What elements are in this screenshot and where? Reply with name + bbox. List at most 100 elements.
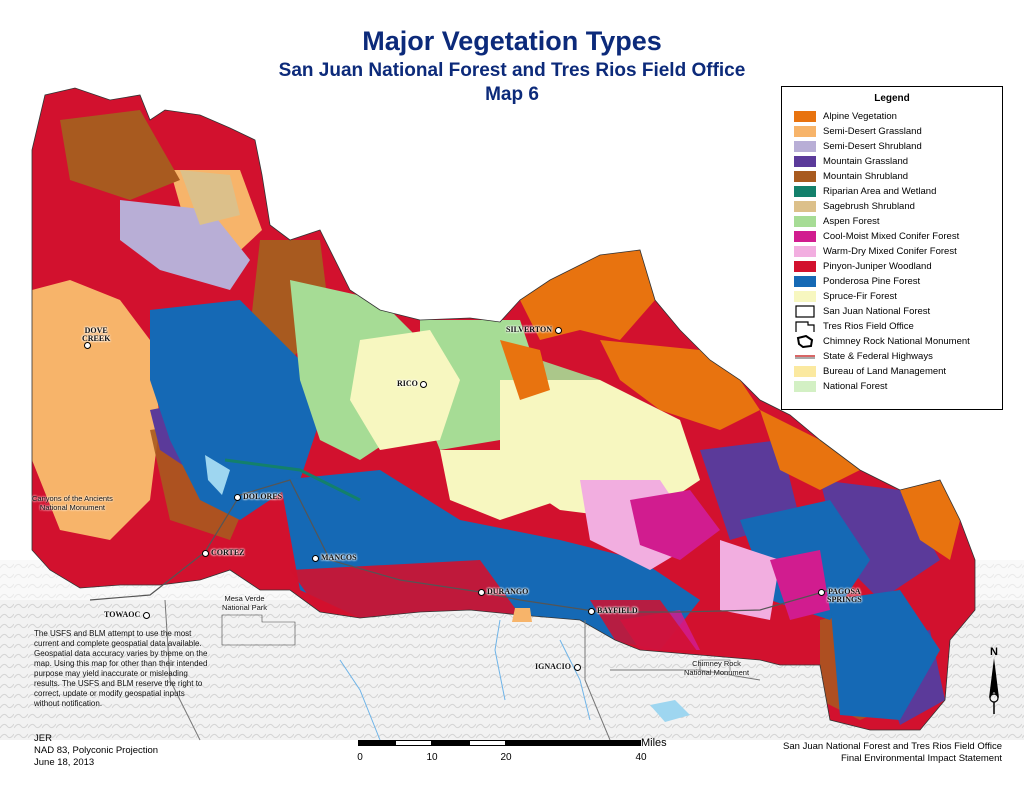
legend-item: Spruce-Fir Forest: [782, 289, 1002, 304]
scale-tick-label: 10: [426, 752, 438, 763]
highway-line-icon: [795, 355, 815, 359]
town-label: CORTEZ: [211, 548, 245, 557]
town-label: SILVERTON: [506, 325, 552, 334]
scale-unit: Miles: [641, 737, 667, 749]
map-credit: JER NAD 83, Polyconic Projection June 18…: [34, 733, 158, 769]
legend-item: Pinyon-Juniper Woodland: [782, 259, 1002, 274]
map-number: Map 6: [485, 84, 539, 105]
legend-swatch: [794, 141, 816, 152]
legend-item: Bureau of Land Management: [782, 364, 1002, 379]
legend-label: Alpine Vegetation: [823, 111, 897, 122]
legend-label: Aspen Forest: [823, 216, 880, 227]
river: [559, 639, 591, 721]
legend-swatch: [794, 111, 816, 122]
town-label: RICO: [397, 379, 418, 388]
legend-label: Mountain Grassland: [823, 156, 909, 167]
legend-item: Riparian Area and Wetland: [782, 184, 1002, 199]
town-mancos: MANCOS: [312, 554, 357, 562]
town-marker-icon: [588, 607, 595, 615]
lake: [205, 455, 230, 495]
canyons-label: Canyons of the Ancients National Monument: [32, 494, 113, 512]
mesa-verde-boundary: [221, 614, 296, 646]
town-cortez: CORTEZ: [202, 549, 245, 557]
map-title: Major Vegetation Types: [362, 26, 662, 56]
legend-label: Riparian Area and Wetland: [823, 186, 937, 197]
legend-swatch: [794, 126, 816, 137]
town-dolores: DOLORES: [234, 493, 282, 501]
legend-label: Pinyon-Juniper Woodland: [823, 261, 932, 272]
legend-item: Ponderosa Pine Forest: [782, 274, 1002, 289]
town-rico: RICO: [397, 380, 429, 388]
legend-item: Mountain Shrubland: [782, 169, 1002, 184]
projection: NAD 83, Polyconic Projection: [34, 745, 159, 756]
legend-label: San Juan National Forest: [823, 306, 931, 317]
scale-segment: [358, 740, 395, 746]
town-ignacio: IGNACIO: [535, 663, 583, 671]
legend-item: Chimney Rock National Monument: [782, 334, 1002, 349]
legend-label: Tres Rios Field Office: [823, 321, 914, 332]
scale-tick-label: 40: [635, 752, 647, 763]
legend-items: Alpine Vegetation Semi-Desert Grassland Se…: [782, 109, 1002, 394]
legend-label: National Forest: [823, 381, 888, 392]
scale-segment: [506, 740, 641, 746]
mesa-verde-label: Mesa Verde National Park: [222, 594, 268, 612]
lake: [512, 608, 532, 622]
legend-label: State & Federal Highways: [823, 351, 933, 362]
legend-label: Bureau of Land Management: [823, 366, 947, 377]
town-marker-icon: [234, 493, 241, 501]
scale-segment: [432, 740, 469, 746]
scale-tick-label: 0: [357, 752, 363, 763]
open-box-outline-icon: [795, 321, 815, 332]
legend-swatch: [794, 366, 816, 377]
north-arrow: N: [984, 646, 1004, 716]
town-label: DOLORES: [243, 492, 283, 501]
town-bayfield: BAYFIELD: [588, 607, 638, 615]
scale-segment: [395, 740, 432, 746]
legend-item: Sagebrush Shrubland: [782, 199, 1002, 214]
river: [339, 659, 381, 741]
legend-item: San Juan National Forest: [782, 304, 1002, 319]
disclaimer-note: The USFS and BLM attempt to use the most…: [34, 629, 208, 708]
town-silverton: SILVERTON: [506, 326, 564, 334]
legend-item: Mountain Grassland: [782, 154, 1002, 169]
town-durango: DURANGO: [478, 588, 528, 596]
town-label: TOWAOC: [104, 610, 141, 619]
scale-tick-label: 20: [500, 752, 512, 763]
legend-label: Semi-Desert Grassland: [823, 126, 922, 137]
town-pagosa-springs: PAGOSA SPRINGS: [818, 588, 862, 604]
legend-item: Semi-Desert Shrubland: [782, 139, 1002, 154]
legend-swatch: [794, 246, 816, 257]
town-marker-icon: [554, 326, 562, 334]
legend-swatch: [794, 276, 816, 287]
forest-boundary: [31, 87, 976, 731]
monument-outline-icon: [796, 335, 814, 348]
legend-label: Warm-Dry Mixed Conifer Forest: [823, 246, 957, 257]
legend-swatch: [794, 186, 816, 197]
town-dove-creek: DOVE CREEK: [82, 327, 110, 349]
town-marker-icon: [574, 663, 582, 671]
legend-item: Warm-Dry Mixed Conifer Forest: [782, 244, 1002, 259]
chimney-rock-boundary: [699, 659, 731, 673]
town-label: DURANGO: [487, 587, 529, 596]
legend-label: Sagebrush Shrubland: [823, 201, 915, 212]
town-marker-icon: [84, 342, 91, 349]
legend-label: Ponderosa Pine Forest: [823, 276, 921, 287]
town-label: MANCOS: [321, 553, 357, 562]
map-subtitle: San Juan National Forest and Tres Rios F…: [278, 60, 746, 81]
author: JER: [34, 733, 52, 744]
footer-line1: San Juan National Forest and Tres Rios F…: [783, 741, 1002, 752]
highway: [164, 599, 201, 741]
legend-item: State & Federal Highways: [782, 349, 1002, 364]
legend-item: Alpine Vegetation: [782, 109, 1002, 124]
legend-item: Aspen Forest: [782, 214, 1002, 229]
legend-label: Spruce-Fir Forest: [823, 291, 897, 302]
legend-item: Tres Rios Field Office: [782, 319, 1002, 334]
legend-label: Chimney Rock National Monument: [823, 336, 970, 347]
town-marker-icon: [312, 554, 319, 562]
footer-line2: Final Environmental Impact Statement: [840, 753, 1002, 764]
town-marker-icon: [419, 380, 427, 388]
highway: [584, 620, 611, 741]
north-arrow-icon: [989, 658, 999, 714]
north-label: N: [990, 646, 998, 658]
legend-swatch: [794, 201, 816, 212]
